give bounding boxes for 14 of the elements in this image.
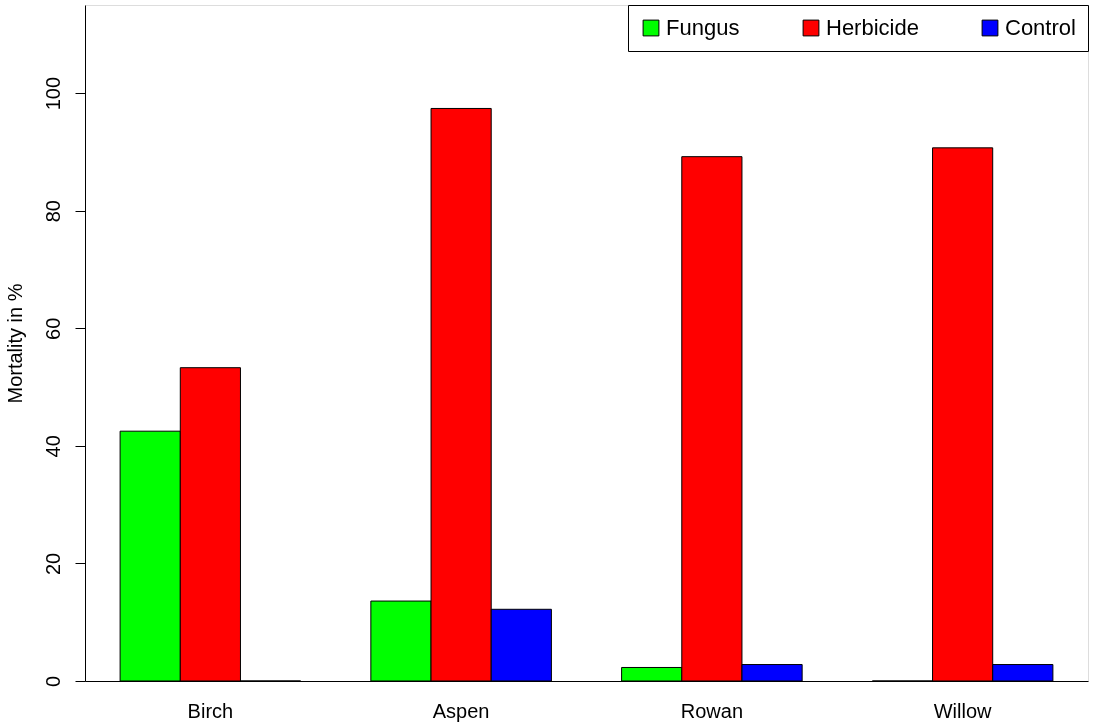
- x-tick-label: Rowan: [680, 699, 744, 722]
- legend-label: Fungus: [666, 15, 740, 40]
- legend-label: Control: [1005, 15, 1076, 40]
- y-axis-title: Mortality in %: [3, 283, 26, 404]
- y-tick-label: 100: [41, 76, 64, 111]
- y-tick-label: 40: [41, 435, 64, 458]
- y-tick-label: 0: [41, 675, 64, 688]
- y-tick-label: 80: [41, 200, 64, 223]
- x-tick-label: Birch: [187, 699, 234, 722]
- x-tick-label: Willow: [933, 699, 993, 722]
- y-tick-label: 60: [41, 317, 64, 340]
- legend-label: Herbicide: [826, 15, 919, 40]
- x-tick-label: Aspen: [432, 699, 490, 722]
- y-tick-label: 20: [41, 552, 64, 576]
